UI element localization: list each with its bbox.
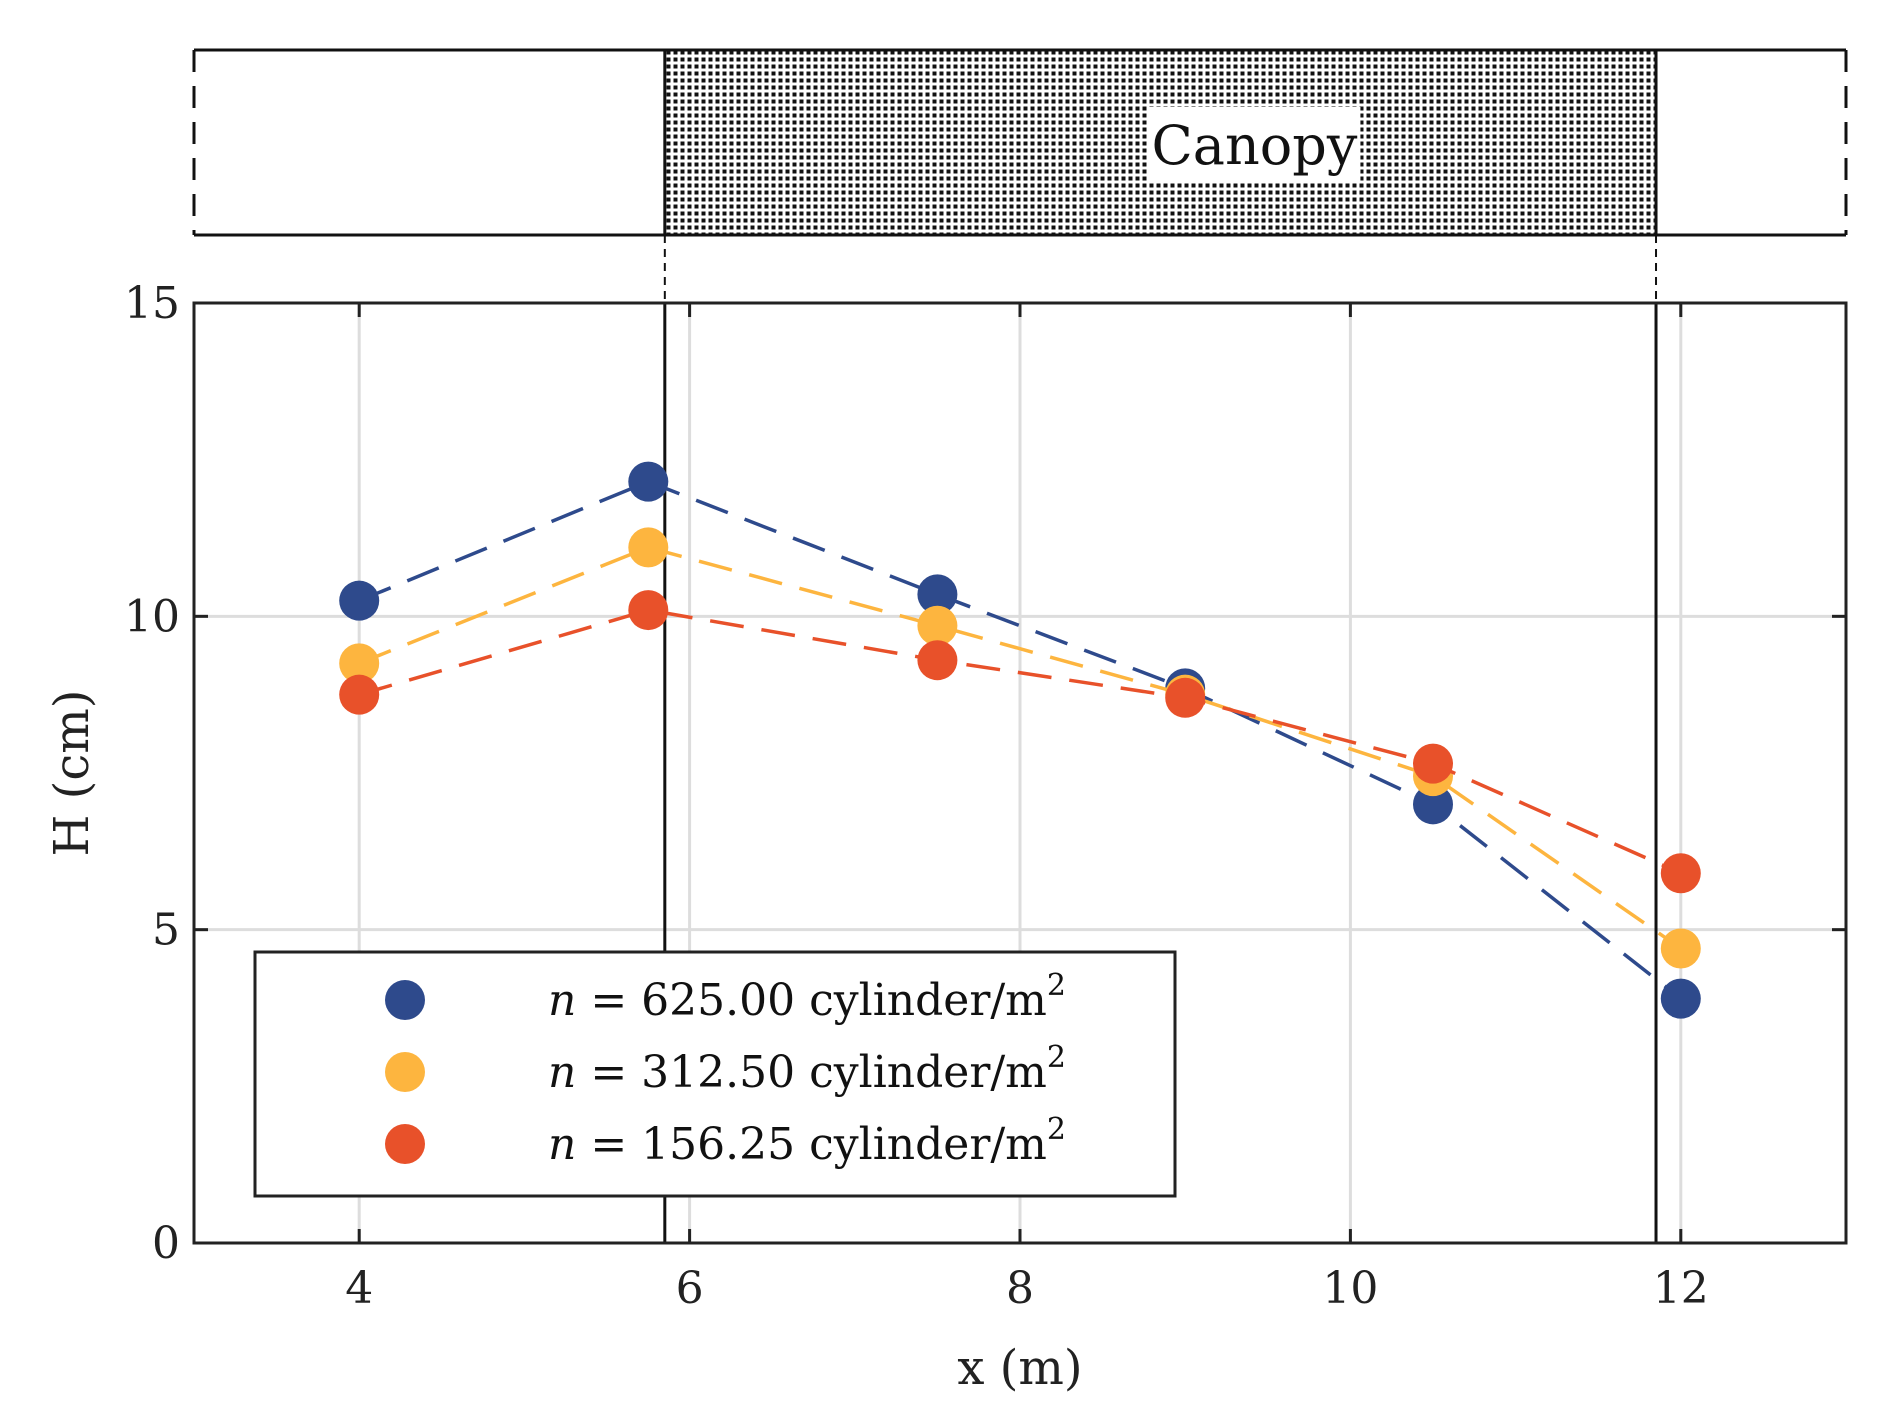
data-point [917,574,958,615]
canopy-label-background [1148,107,1361,183]
y-axis-label: H (cm) [44,690,100,857]
data-point [1413,784,1453,825]
data-point [917,605,958,646]
canopy-label: Canopy [1151,114,1357,177]
series-line [358,608,1682,875]
data-point [628,590,669,631]
data-point [339,643,380,684]
legend-label: n = 312.50 cylinder/m2 [548,1040,1066,1098]
x-tick-label: 12 [1653,1263,1709,1314]
x-tick-label: 8 [1006,1263,1034,1314]
legend-marker [385,1124,425,1164]
y-tick-label: 10 [124,591,180,642]
series-line [358,545,1682,950]
x-tick-label: 10 [1322,1263,1378,1314]
canopy-schematic: Canopy [192,48,1848,303]
series-line [358,479,1682,1000]
data-point [1660,928,1701,969]
legend-label: n = 625.00 cylinder/m2 [548,968,1066,1026]
data-point [628,527,669,568]
series-layer [339,461,1701,1019]
axis-ticks [194,301,1846,1245]
legend-marker [385,1052,425,1092]
legend-marker [385,980,425,1020]
data-point [1660,853,1701,894]
y-tick-label: 0 [152,1218,180,1269]
y-tick-label: 15 [124,278,180,329]
data-point [1165,677,1206,718]
data-point [1413,743,1453,784]
data-point [1660,978,1701,1019]
plot-area: 4 6 8 10 12 0 5 10 15 x (m) H (cm) [44,278,1848,1396]
data-point [917,640,958,681]
series-2 [339,590,1701,894]
data-point [628,461,669,502]
data-point [339,674,380,715]
legend: n = 625.00 cylinder/m2 n = 312.50 cylinde… [253,950,1177,1198]
x-tick-label: 6 [676,1263,704,1314]
data-point [339,580,380,621]
y-tick-label: 5 [152,905,180,956]
tick-labels: 4 6 8 10 12 0 5 10 15 [124,278,1709,1314]
x-axis-label: x (m) [957,1340,1082,1396]
legend-label: n = 156.25 cylinder/m2 [548,1112,1066,1170]
x-tick-label: 4 [345,1263,373,1314]
